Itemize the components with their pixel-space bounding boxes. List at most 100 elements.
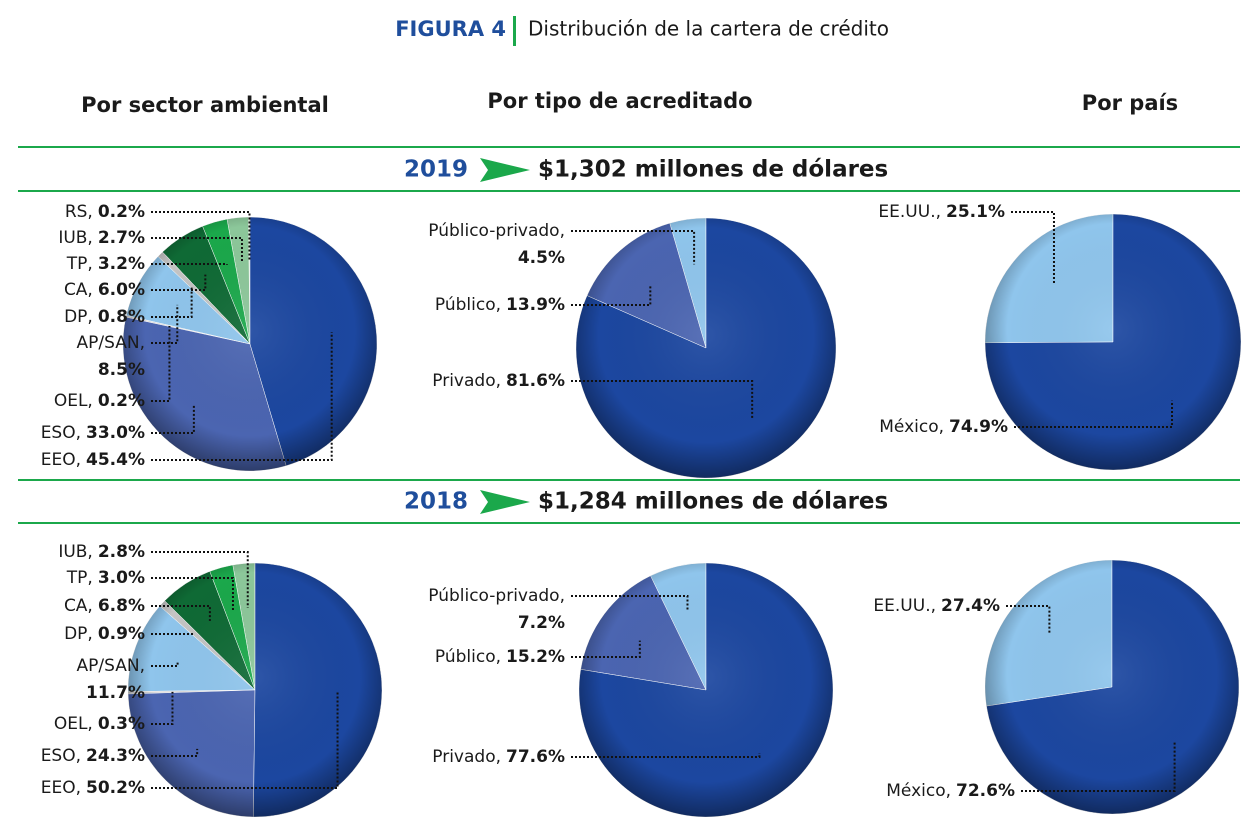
leader-line [151,332,333,461]
slice-category: EEO, [41,778,81,798]
slice-label: OEL, 0.2% [54,391,145,411]
pie-slice [984,213,1114,344]
leader-line [151,304,179,344]
slice-value-label: 0.2% [98,391,145,411]
slice-label: EE.UU., 27.4% [873,596,1000,616]
leader-line [571,230,696,265]
slice-category: Público, [435,647,501,667]
leader-line [151,211,251,262]
arrow [480,490,530,514]
pie-slice [127,689,256,818]
slice-label: AP/SAN, [77,333,145,353]
figure-title: Distribución de la cartera de crédito [528,17,889,41]
slice-label: Público, 15.2% [435,647,565,667]
leader-line [1021,740,1176,792]
slice-value-label: 6.8% [98,596,145,616]
slice-label: IUB, 2.7% [58,228,145,248]
slice-label: DP, 0.9% [64,624,145,644]
slice-label: EE.UU., 25.1% [878,202,1005,222]
slice-category: DP, [64,307,93,327]
leader-line [151,551,249,608]
leader-line [1014,400,1174,428]
row-amount: $1,284 millones de dólares [538,489,888,515]
slice-value-label: 45.4% [86,450,145,470]
slice-value-label: 3.0% [98,568,145,588]
separator [513,16,516,46]
slice-value-label: 27.4% [941,596,1000,616]
slice-label: TP, 3.2% [66,254,145,274]
leader-line [571,595,689,610]
slice-value-label: 2.7% [98,228,145,248]
slice-value-label: 0.2% [98,202,145,222]
slice-value-label: 7.2% [518,613,565,633]
slice-value-label: 77.6% [506,747,565,767]
leader-line [151,404,195,434]
slice-value-label: 8.5% [98,360,145,380]
slice-category: ESO, [41,423,81,443]
slice-category: Público, [435,295,501,315]
slice-label: IUB, 2.8% [58,542,145,562]
slice-label: Público-privado, [428,221,565,241]
slice-label: ESO, 33.0% [41,423,145,443]
slice-value-label: 4.5% [518,248,565,268]
leader-line [151,274,207,291]
slice-value-label: 33.0% [86,423,145,443]
slice-value-label: 0.3% [98,714,145,734]
slice-label: DP, 0.8% [64,307,145,327]
leader-line [571,640,641,658]
leader-line [1006,605,1051,634]
slice-category: IUB, [58,542,93,562]
slice-category: Privado, [432,747,501,767]
slice-label: OEL, 0.3% [54,714,145,734]
slice-category: CA, [64,596,93,616]
slice-label: Privado, 81.6% [432,371,565,391]
slice-category: México, [886,781,951,801]
slice-value-label: 3.2% [98,254,145,274]
slice-value-label: 13.9% [506,295,565,315]
column-header: Por país [1082,91,1178,115]
pie-slice [253,562,383,818]
slice-value-label: 0.8% [98,307,145,327]
slice-value-label: 72.6% [956,781,1015,801]
slice-category: EEO, [41,450,81,470]
slice-label: México, 74.9% [879,417,1008,437]
slice-category: CA, [64,280,93,300]
slice-category: DP, [64,624,93,644]
row-year: 2018 [404,489,468,515]
leader-line [151,577,234,611]
slice-value-label: 2.8% [98,542,145,562]
arrow [480,158,530,182]
column-header: Por tipo de acreditado [487,89,752,113]
slice-category: TP, [66,254,93,274]
slice-label: CA, 6.0% [64,280,145,300]
slice-value-label: 74.9% [949,417,1008,437]
leader-line [151,263,228,265]
leader-line [571,752,761,758]
slice-label: México, 72.6% [886,781,1015,801]
leader-line [151,661,179,667]
slice-label: RS, 0.2% [65,202,145,222]
slice-label: EEO, 45.4% [41,450,145,470]
row-year: 2019 [404,157,468,183]
slice-label: CA, 6.8% [64,596,145,616]
slice-category: ESO, [41,746,81,766]
slice-category: México, [879,417,944,437]
slice-label: Privado, 77.6% [432,747,565,767]
slice-value-label: 0.9% [98,624,145,644]
leader-line [151,325,171,402]
slice-label: Público-privado, [428,586,565,606]
slice-category: EE.UU., [878,202,941,222]
row-amount: $1,302 millones de dólares [538,157,888,183]
slice-value-label: 15.2% [506,647,565,667]
leader-line [571,380,754,419]
leader-line [151,285,193,318]
slice-value-label: 25.1% [946,202,1005,222]
slice-label: Público, 13.9% [435,295,565,315]
leader-line [151,691,174,725]
pie-slice [984,559,1113,707]
slice-value-label: 11.7% [86,683,145,703]
slice-category: OEL, [54,714,93,734]
slice-category: IUB, [58,228,93,248]
